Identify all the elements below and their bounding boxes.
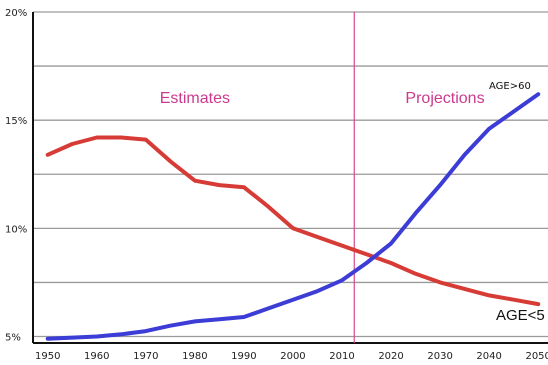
y-tick-label: 10% (5, 224, 27, 235)
x-tick-label: 2010 (329, 351, 354, 362)
x-tick-label: 1980 (182, 351, 207, 362)
y-tick-label: 20% (5, 8, 27, 19)
x-tick-label: 1950 (35, 351, 60, 362)
x-tick-label: 2000 (280, 351, 305, 362)
y-tick-labels: 20% 15% 10% 5% (5, 8, 27, 344)
grid-lines (33, 11, 548, 338)
x-tick-labels: 1950 1960 1970 1980 1990 2000 2010 2020 2030 2040… (35, 351, 548, 362)
series-label-age-over-60: AGE>60 (489, 81, 531, 92)
series-line-age-under-5 (45, 135, 541, 307)
x-tick-label: 2030 (427, 351, 452, 362)
x-tick-label: 1990 (231, 351, 256, 362)
x-tick-label: 2040 (476, 351, 501, 362)
x-tick-label: 2020 (378, 351, 403, 362)
y-tick-label: 5% (5, 333, 21, 344)
series-line-age-over-60 (45, 92, 541, 341)
projections-region-label: Projections (405, 90, 484, 107)
series-label-age-under-5: AGE<5 (496, 307, 545, 324)
x-tick-label: 2050 (525, 351, 548, 362)
y-tick-label: 15% (5, 116, 27, 127)
x-tick-label: 1960 (84, 351, 109, 362)
estimates-region-label: Estimates (160, 90, 230, 107)
x-tick-label: 1970 (133, 351, 158, 362)
